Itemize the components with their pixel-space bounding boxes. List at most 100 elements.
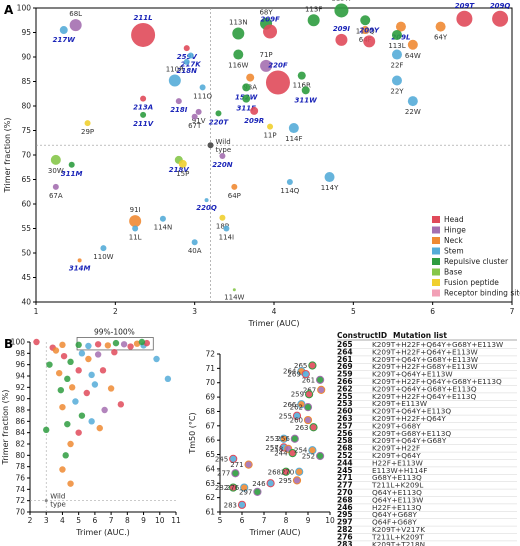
data-point: [290, 434, 299, 443]
data-point: [233, 49, 244, 60]
data-point: [64, 375, 71, 383]
point-label: 22F: [390, 62, 403, 70]
data-point: [361, 26, 370, 35]
data-point: [195, 108, 202, 115]
y-tick-label: 72: [15, 496, 25, 505]
point-label: 91I: [130, 206, 141, 214]
table-cell-mutations: Q64Y+G68Y: [372, 510, 418, 519]
data-point: [84, 120, 91, 127]
construct-table: ConstructID Mutation list 265 K209T+H22F+Q6…: [337, 331, 517, 546]
legend-swatch-neck: [432, 237, 440, 244]
x-axis-label: Trimer (AUC): [249, 528, 301, 537]
x-tick-label: 8: [125, 516, 130, 525]
point-label: 271: [230, 461, 243, 469]
x-tick-label: 4: [272, 307, 277, 316]
table-cell-mutations: K209T+V217K: [372, 525, 425, 534]
table-cell-mutations: E113W+H114F: [372, 466, 427, 475]
data-point: [308, 361, 317, 370]
table-cell-mutations: Q64Y+E113W: [372, 495, 423, 504]
highlight-label: 99%-100%: [94, 327, 135, 336]
table-cell-id: 277: [337, 481, 353, 490]
table-cell-id: 268: [337, 495, 353, 504]
point-label: 209R: [244, 117, 264, 125]
point-label: 67T: [188, 122, 202, 130]
x-tick-label: 3: [192, 307, 197, 316]
x-tick-label: 11: [171, 516, 181, 525]
point-label: 311F: [237, 105, 257, 113]
table-cell-id: 263: [337, 414, 353, 423]
data-point: [219, 152, 226, 159]
table-cell-mutations: K209T+H22F+Q64Y+G68Y+E113W: [372, 340, 503, 349]
data-point: [78, 412, 86, 419]
y-tick-label: 60: [21, 200, 31, 209]
point-label: 71P: [259, 51, 272, 59]
trimer-fraction-combo-scatter: 2 3 4 5 6 7 8 9 10 117072747678808284868890929496…: [1, 327, 181, 537]
data-point: [407, 39, 418, 50]
point-label: 113F: [305, 5, 322, 13]
point-label: 266: [283, 401, 297, 409]
point-label: 252: [302, 452, 315, 460]
data-point: [175, 98, 182, 105]
table-cell-mutations: K209T+H22F+Q64Y+E113Q: [372, 392, 477, 401]
legend-swatch-hinge: [432, 226, 440, 234]
data-point: [68, 161, 75, 168]
point-label: 218I: [170, 106, 188, 114]
point-label: 111Q: [193, 92, 212, 100]
point-label: 114Y: [321, 184, 339, 192]
point-label: 264: [283, 368, 297, 376]
data-point: [391, 75, 402, 86]
point-label: 113W: [331, 0, 351, 2]
data-point: [33, 338, 40, 346]
point-label: 255: [279, 412, 292, 420]
data-point: [117, 401, 125, 408]
point-label: 246: [252, 480, 266, 488]
data-point: [77, 258, 82, 263]
data-point: [316, 375, 325, 384]
table-cell-mutations: H22F+E113W: [372, 458, 423, 467]
y-tick-label: 95: [21, 28, 31, 37]
table-cell-id: 270: [337, 488, 353, 497]
data-point: [244, 460, 253, 469]
data-point: [64, 420, 71, 428]
point-label: 314M: [69, 264, 91, 272]
point-label: 211L: [134, 14, 153, 22]
data-point: [223, 225, 230, 232]
data-point: [253, 487, 262, 496]
data-point: [335, 33, 348, 46]
data-point: [127, 343, 134, 350]
data-point: [96, 424, 103, 432]
legend-label: Repulsive cluster: [444, 257, 509, 266]
data-point: [85, 355, 92, 363]
x-axis-label: Trimer (AUC): [248, 319, 300, 328]
point-label: 269: [287, 371, 300, 379]
point-label: 211V: [133, 120, 154, 128]
data-point: [132, 225, 139, 232]
data-point: [138, 338, 146, 346]
y-tick-label: 80: [21, 102, 31, 111]
table-cell-id: 276: [337, 532, 353, 541]
data-point: [297, 71, 306, 80]
data-point: [391, 29, 402, 40]
point-label: 209Q: [490, 2, 511, 10]
point-label: 258: [270, 445, 283, 453]
table-cell-id: 265: [337, 340, 353, 349]
data-point: [286, 178, 293, 185]
data-point: [391, 49, 402, 60]
y-tick-label: 70: [21, 151, 31, 160]
point-label: 29P: [81, 128, 94, 136]
point-label: 220N: [212, 161, 233, 169]
y-tick-label: 84: [15, 428, 25, 437]
table-cell-id: 266: [337, 377, 353, 386]
legend-label: Hinge: [444, 226, 466, 235]
y-tick-label: 96: [15, 360, 25, 369]
data-point: [334, 3, 349, 18]
data-point: [52, 183, 59, 190]
point-label: 263: [295, 424, 308, 432]
point-label: 22W: [405, 108, 421, 116]
y-tick-label: 66: [205, 436, 215, 445]
data-point: [191, 239, 198, 246]
point-label: 261: [302, 376, 315, 384]
data-point: [317, 385, 326, 395]
y-tick-label: 78: [15, 462, 25, 471]
